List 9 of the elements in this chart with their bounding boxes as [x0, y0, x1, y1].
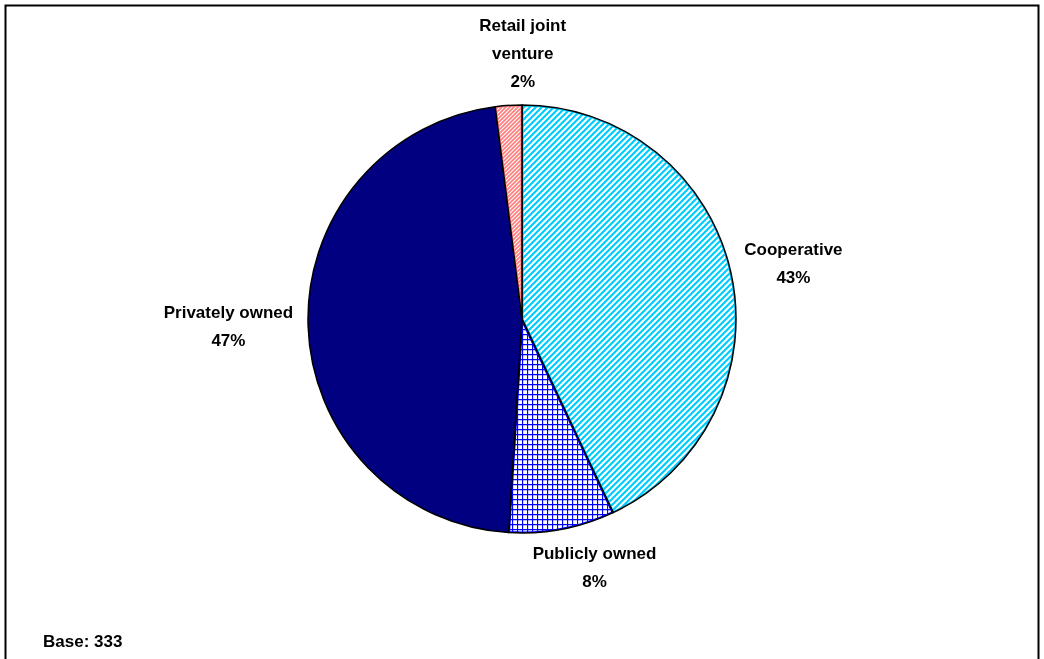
- data-label: 2%: [510, 71, 536, 91]
- data-label: 47%: [211, 331, 246, 351]
- text: Base: 333: [43, 632, 123, 651]
- data-label: 43%: [776, 268, 811, 288]
- slice-label: Retail joint venture: [479, 15, 567, 63]
- data-label: 8%: [582, 571, 607, 591]
- slice-label: Cooperative: [744, 240, 843, 260]
- slice-label: Privately owned: [163, 303, 294, 323]
- slice-label: Publicly owned: [532, 543, 657, 563]
